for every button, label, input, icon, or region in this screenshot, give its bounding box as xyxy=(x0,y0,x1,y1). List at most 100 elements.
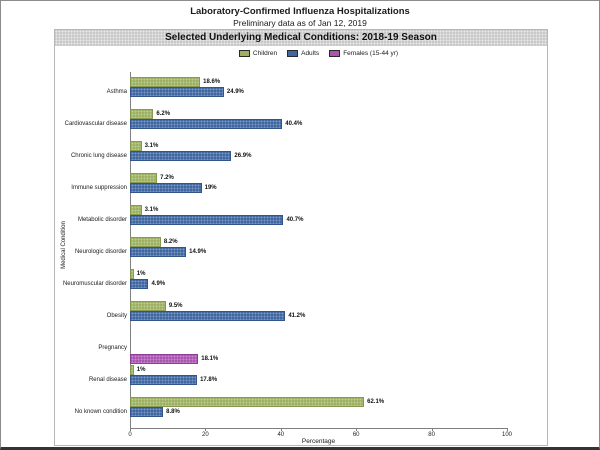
category-bars: 1% 4.9% xyxy=(130,268,507,300)
category-bars: 18.1% xyxy=(130,332,507,364)
bar-value-label: 1% xyxy=(136,270,146,277)
bar-children xyxy=(130,76,201,87)
x-tick-label: 80 xyxy=(428,432,435,438)
chart-panel: Selected Underlying Medical Conditions: … xyxy=(54,29,548,446)
category-label: Pregnancy xyxy=(98,344,127,351)
bar-children xyxy=(130,204,142,215)
category-bars: 9.5% 41.2% xyxy=(130,300,507,332)
bar-value-label: 3.1% xyxy=(144,206,159,213)
bar-value-label: 19% xyxy=(204,185,217,191)
x-tick-mark xyxy=(356,428,358,431)
bar-adults xyxy=(130,311,286,321)
category-bars: 3.1% 40.7% xyxy=(130,204,507,236)
category-group: Asthma 18.6% 24.9% xyxy=(55,76,547,108)
x-tick-label: 60 xyxy=(352,432,360,438)
chart-title: Laboratory-Confirmed Influenza Hospitali… xyxy=(190,6,410,17)
bar-value-label: 9.5% xyxy=(168,302,183,309)
bar-value-label: 17.8% xyxy=(200,377,218,383)
x-tick-mark xyxy=(507,428,508,431)
bar-adults xyxy=(130,279,149,289)
x-tick-label: 0 xyxy=(128,432,132,438)
legend-item: Females (15-44 yr) xyxy=(329,50,398,57)
bar-children xyxy=(130,108,154,119)
bar-value-label: 62.1% xyxy=(367,398,385,405)
category-group: Chronic lung disease 3.1% 26.9% xyxy=(55,140,547,172)
bar-children xyxy=(130,396,365,407)
legend: Children Adults Females (15-44 yr) xyxy=(130,50,507,57)
category-label: Cardiovascular disease xyxy=(64,120,127,127)
category-label: No known condition xyxy=(74,408,127,415)
category-bars: 18.6% 24.9% xyxy=(130,76,507,108)
x-axis-label: Percentage xyxy=(301,438,336,445)
bar-value-label: 40.7% xyxy=(286,217,304,223)
category-bars: 62.1% 8.8% xyxy=(130,396,507,428)
bar-adults xyxy=(130,183,202,193)
bar-value-label: 41.2% xyxy=(288,313,306,319)
bar-adults xyxy=(130,87,224,97)
bar-females xyxy=(130,353,199,364)
category-group: Neuromuscular disorder 1% 4.9% xyxy=(55,268,547,300)
category-group: Cardiovascular disease 6.2% 40.4% xyxy=(55,108,547,140)
bar-adults xyxy=(130,407,164,417)
bar-adults xyxy=(130,215,284,225)
category-label: Renal disease xyxy=(88,376,127,383)
bar-value-label: 18.1% xyxy=(201,355,219,362)
bar-value-label: 1% xyxy=(136,366,146,373)
bar-children xyxy=(130,268,134,279)
legend-label: Children xyxy=(252,50,278,57)
legend-label: Females (15-44 yr) xyxy=(343,50,399,57)
x-tick-label: 20 xyxy=(202,432,209,438)
category-label: Asthma xyxy=(106,88,127,95)
category-bars: 6.2% 40.4% xyxy=(130,108,507,140)
x-axis-line xyxy=(130,428,508,429)
category-group: Metabolic disorder 3.1% 40.7% xyxy=(55,204,547,236)
bar-children xyxy=(130,364,134,375)
bar-children xyxy=(130,236,161,247)
legend-item: Adults xyxy=(287,50,319,57)
category-label: Obesity xyxy=(106,312,127,319)
bar-value-label: 24.9% xyxy=(226,89,244,95)
bar-value-label: 40.4% xyxy=(285,121,303,127)
category-label: Neurologic disorder xyxy=(74,248,127,255)
bar-value-label: 8.8% xyxy=(166,409,180,415)
category-bars: 3.1% 26.9% xyxy=(130,140,507,172)
category-label: Neuromuscular disorder xyxy=(62,280,127,287)
x-axis-ticks: 0 20 40 60 80 100 xyxy=(128,30,512,445)
bar-children xyxy=(130,172,158,183)
category-bars: 1% 17.8% xyxy=(130,364,507,396)
bar-value-label: 3.1% xyxy=(144,142,159,149)
bar-adults xyxy=(130,151,232,161)
category-bars: 8.2% 14.9% xyxy=(130,236,507,268)
bar-value-label: 7.2% xyxy=(160,174,174,181)
bar-children xyxy=(130,140,142,151)
category-group: Pregnancy 18.1% xyxy=(55,332,547,364)
x-tick-mark xyxy=(280,428,282,431)
legend-swatch-icon xyxy=(287,50,299,57)
x-tick-mark xyxy=(431,428,433,431)
bar-children xyxy=(130,300,166,311)
category-group: Immune suppression 7.2% 19% xyxy=(55,172,547,204)
bar-adults xyxy=(130,119,283,129)
chart-subtitle: Preliminary data as of Jan 12, 2019 xyxy=(233,18,367,28)
category-bars: 7.2% 19% xyxy=(130,172,507,204)
x-tick-mark xyxy=(205,428,207,431)
bar-value-label: 18.6% xyxy=(203,78,221,85)
bar-value-label: 4.9% xyxy=(151,281,166,287)
legend-swatch-icon xyxy=(329,50,341,57)
category-group: No known condition 62.1% 8.8% xyxy=(55,396,547,428)
category-group: Obesity 9.5% 41.2% xyxy=(55,300,547,332)
bar-adults xyxy=(130,375,198,385)
x-tick-label: 100 xyxy=(501,432,513,438)
x-tick-label: 40 xyxy=(277,432,285,438)
x-tick-mark xyxy=(130,428,131,431)
bar-value-label: 26.9% xyxy=(234,153,252,159)
category-label: Metabolic disorder xyxy=(77,216,127,223)
category-label: Chronic lung disease xyxy=(70,152,127,159)
legend-item: Children xyxy=(238,50,278,57)
legend-swatch-icon xyxy=(238,50,250,57)
legend-label: Adults xyxy=(301,50,320,57)
category-label: Immune suppression xyxy=(71,184,127,191)
banner-title: Selected Underlying Medical Conditions: … xyxy=(55,30,547,46)
category-group: Neurologic disorder 8.2% 14.9% xyxy=(55,236,547,268)
